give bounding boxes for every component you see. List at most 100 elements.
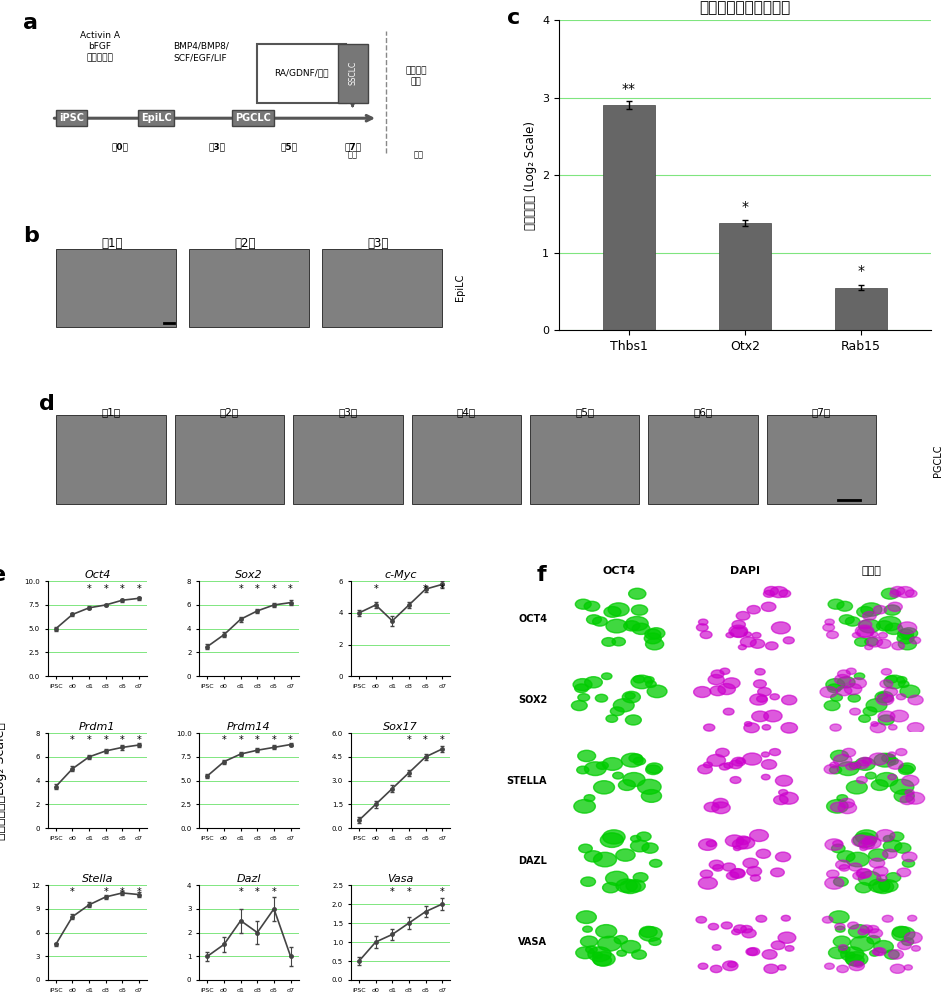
Circle shape: [853, 872, 865, 880]
Circle shape: [904, 965, 912, 970]
Circle shape: [854, 673, 865, 680]
Circle shape: [720, 668, 730, 674]
Circle shape: [901, 628, 918, 639]
Circle shape: [704, 724, 714, 731]
Circle shape: [888, 725, 897, 730]
Circle shape: [785, 946, 794, 951]
Text: 第3天: 第3天: [208, 142, 225, 151]
Circle shape: [880, 680, 893, 688]
Text: *: *: [70, 735, 75, 745]
Text: OCT4: OCT4: [518, 614, 547, 624]
Circle shape: [782, 695, 797, 705]
Text: *: *: [120, 887, 124, 897]
Circle shape: [732, 839, 749, 849]
Circle shape: [712, 798, 728, 808]
Circle shape: [879, 880, 898, 892]
Circle shape: [744, 632, 751, 637]
Circle shape: [761, 602, 776, 611]
Circle shape: [874, 753, 896, 767]
Circle shape: [884, 687, 898, 696]
Circle shape: [855, 758, 875, 770]
Text: RA/GDNF/睾酮: RA/GDNF/睾酮: [275, 69, 329, 78]
Circle shape: [594, 852, 617, 867]
Circle shape: [770, 694, 779, 700]
Title: Oct4: Oct4: [85, 570, 110, 580]
Text: EpiLC: EpiLC: [141, 113, 172, 123]
Text: a: a: [24, 13, 38, 33]
Circle shape: [867, 925, 879, 933]
Text: *: *: [373, 584, 378, 594]
Circle shape: [618, 780, 636, 790]
Circle shape: [698, 963, 708, 969]
Circle shape: [698, 839, 716, 850]
Circle shape: [825, 619, 834, 625]
FancyBboxPatch shape: [56, 415, 166, 504]
Circle shape: [857, 777, 867, 783]
Circle shape: [645, 629, 661, 639]
Circle shape: [613, 772, 623, 779]
Circle shape: [878, 715, 894, 725]
Circle shape: [629, 588, 646, 599]
Circle shape: [624, 621, 639, 631]
Circle shape: [726, 633, 734, 638]
Circle shape: [747, 606, 760, 614]
Circle shape: [623, 773, 645, 787]
Text: *: *: [86, 584, 91, 594]
Circle shape: [825, 877, 844, 889]
Circle shape: [582, 926, 592, 932]
Title: 上胚层干细胞标记基因: 上胚层干细胞标记基因: [699, 0, 790, 15]
Text: *: *: [742, 200, 749, 214]
Circle shape: [888, 950, 903, 959]
Circle shape: [828, 599, 844, 609]
Circle shape: [762, 774, 770, 780]
Circle shape: [869, 858, 884, 868]
Circle shape: [634, 757, 645, 765]
Text: *: *: [440, 887, 445, 897]
Circle shape: [626, 880, 645, 892]
Circle shape: [698, 877, 717, 889]
Circle shape: [826, 800, 848, 813]
Text: *: *: [288, 735, 293, 745]
Circle shape: [886, 676, 898, 683]
FancyBboxPatch shape: [175, 415, 284, 504]
Text: c: c: [507, 8, 521, 28]
Circle shape: [868, 879, 890, 892]
Circle shape: [902, 938, 914, 945]
Text: *: *: [407, 887, 411, 897]
FancyBboxPatch shape: [648, 415, 758, 504]
Text: SSCLC: SSCLC: [348, 61, 357, 85]
Circle shape: [709, 923, 718, 930]
Text: *: *: [288, 584, 293, 594]
Circle shape: [869, 753, 888, 765]
Circle shape: [778, 932, 796, 943]
Text: 第2天: 第2天: [235, 237, 256, 250]
Circle shape: [594, 781, 615, 794]
Circle shape: [883, 696, 893, 702]
Circle shape: [750, 875, 760, 881]
Circle shape: [823, 624, 834, 631]
Circle shape: [870, 632, 878, 637]
Circle shape: [897, 633, 914, 644]
Title: Prdm1: Prdm1: [79, 722, 116, 732]
Text: *: *: [238, 584, 243, 594]
Circle shape: [826, 679, 845, 691]
Circle shape: [839, 615, 854, 624]
Circle shape: [826, 870, 839, 878]
Circle shape: [727, 872, 739, 880]
Title: Sox17: Sox17: [383, 722, 418, 732]
Circle shape: [726, 835, 744, 847]
Bar: [835, 288, 887, 330]
Circle shape: [762, 725, 770, 730]
FancyBboxPatch shape: [257, 44, 346, 103]
Circle shape: [852, 633, 861, 638]
Circle shape: [602, 830, 625, 844]
Circle shape: [616, 879, 637, 892]
Circle shape: [608, 603, 629, 616]
Circle shape: [833, 840, 843, 847]
Circle shape: [700, 870, 712, 878]
Circle shape: [632, 623, 650, 634]
Circle shape: [738, 645, 747, 650]
Circle shape: [639, 926, 657, 937]
Circle shape: [707, 754, 726, 766]
Circle shape: [873, 606, 886, 614]
